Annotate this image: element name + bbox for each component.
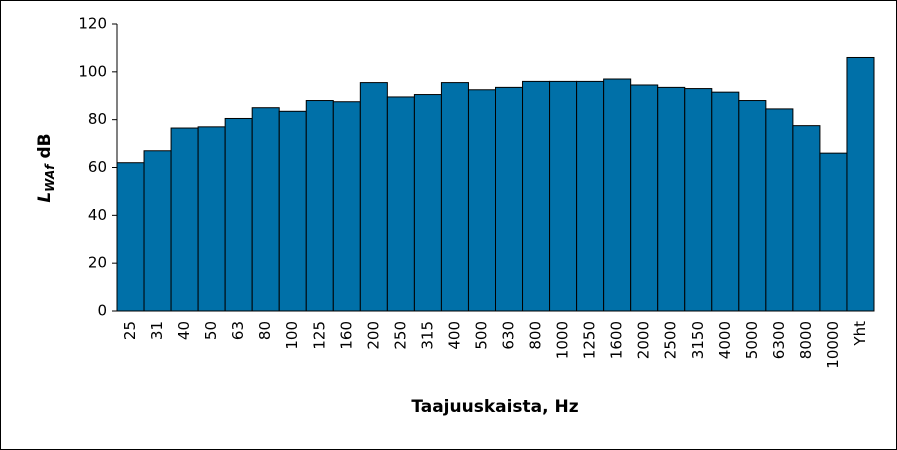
- x-tick-label: 800: [527, 321, 545, 350]
- bar: [819, 152, 848, 312]
- bar: [305, 100, 334, 312]
- x-tick-label: 5000: [743, 321, 761, 359]
- x-tick-label: 1250: [581, 321, 599, 359]
- x-tick-label: 250: [391, 321, 409, 350]
- x-tick-label: 3150: [689, 321, 707, 359]
- y-axis-title-sub: WAf: [43, 163, 57, 192]
- bar: [765, 108, 794, 312]
- x-tick-label: 8000: [797, 321, 815, 359]
- x-tick-label: 2500: [662, 321, 680, 359]
- x-tick-label: 10000: [824, 321, 842, 369]
- x-tick-label: Yht: [851, 321, 869, 347]
- y-axis-title: LWAf dB: [35, 133, 57, 202]
- x-tick-label: 1600: [608, 321, 626, 359]
- bar: [549, 80, 578, 312]
- bar: [413, 94, 442, 312]
- bar: [143, 150, 172, 312]
- bar: [495, 86, 524, 312]
- x-tick-label: 6300: [770, 321, 788, 359]
- bar: [386, 96, 415, 312]
- y-tick-label: 80: [88, 110, 107, 128]
- x-tick-label: 315: [418, 321, 436, 350]
- y-axis-title-main: L: [35, 192, 55, 203]
- bar: [467, 89, 497, 312]
- x-tick-label: 160: [337, 321, 355, 350]
- x-tick-label: 200: [364, 321, 382, 350]
- x-tick-label: 31: [148, 321, 166, 340]
- bar: [359, 82, 388, 312]
- bar: [116, 162, 145, 312]
- y-tick-label: 60: [88, 158, 107, 176]
- bar: [332, 101, 361, 312]
- bar: [792, 125, 821, 312]
- bar: [522, 80, 551, 312]
- bar: [251, 107, 280, 312]
- x-tick-label: 500: [472, 321, 490, 350]
- y-tick-label: 0: [97, 302, 107, 320]
- x-tick-label: 630: [500, 321, 518, 350]
- bar: [170, 127, 199, 312]
- y-axis-title-unit: dB: [35, 133, 55, 158]
- x-tick-label: 1000: [554, 321, 572, 359]
- x-tick-label: 100: [283, 321, 301, 350]
- bar: [440, 82, 469, 312]
- x-tick-label: 2000: [635, 321, 653, 359]
- bar: [278, 110, 307, 312]
- bar: [657, 86, 686, 312]
- y-tick-label: 100: [78, 62, 107, 80]
- x-tick-label: 63: [229, 321, 247, 340]
- x-axis-title: Taajuuskaista, Hz: [411, 397, 578, 417]
- y-tick-label: 40: [88, 206, 107, 224]
- bar: [197, 126, 226, 312]
- bar: [684, 88, 713, 312]
- x-tick-label: 40: [175, 321, 193, 340]
- x-tick-label: 4000: [716, 321, 734, 359]
- y-tick-label: 20: [88, 254, 107, 272]
- x-tick-label: 125: [310, 321, 328, 350]
- x-tick-label: 50: [202, 321, 220, 340]
- bar: [224, 117, 253, 312]
- bar: [576, 80, 605, 312]
- bar: [603, 78, 632, 312]
- bar: [738, 100, 767, 312]
- bar: [846, 56, 875, 312]
- bar: [711, 91, 740, 312]
- x-tick-label: 25: [121, 321, 139, 340]
- y-tick-label: 120: [78, 15, 107, 33]
- x-tick-label: 400: [445, 321, 463, 350]
- x-tick-label: 80: [256, 321, 274, 340]
- bar: [630, 84, 659, 312]
